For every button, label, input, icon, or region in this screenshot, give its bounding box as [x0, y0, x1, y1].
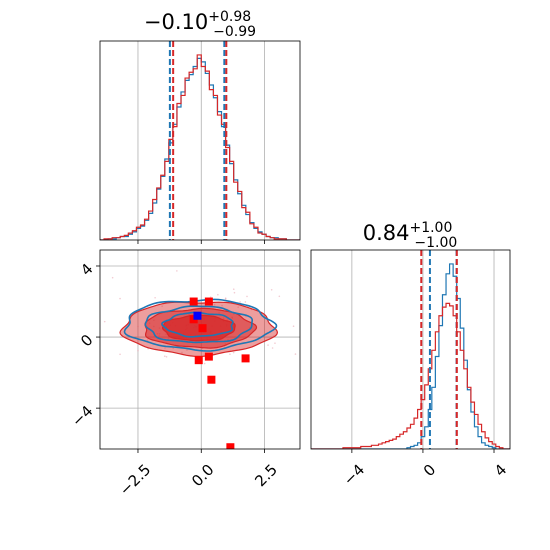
- hist-series-a: [100, 57, 300, 240]
- sample-point: [203, 362, 206, 365]
- red-point-0: [189, 297, 198, 306]
- joint-param-1-param-2: [96, 249, 363, 453]
- x-tick-label-param2-0: −4: [340, 461, 368, 489]
- sample-point: [294, 353, 297, 355]
- hist-series-a: [311, 263, 510, 449]
- y-tick-label-param2-2: −4: [68, 402, 96, 430]
- sample-point: [213, 303, 216, 306]
- x-tick-label-param2-1: 0: [420, 461, 439, 480]
- hist-series-b: [100, 54, 300, 240]
- sample-point: [239, 301, 241, 303]
- hist-param-2: [310, 249, 511, 453]
- sample-point: [154, 296, 156, 299]
- sample-point: [176, 270, 178, 272]
- sample-point: [267, 344, 269, 346]
- sample-point: [232, 351, 235, 354]
- red-point-8: [226, 443, 235, 449]
- y-tick-label-param2-1: 0: [77, 331, 96, 350]
- contour-a-level-2: [161, 311, 234, 338]
- sample-point: [274, 342, 276, 344]
- x-tick-label-param1-1: 0.0: [188, 461, 218, 491]
- y-tick-label-param2-0: 4: [77, 260, 96, 279]
- title-1-main: −0.10: [144, 10, 208, 34]
- tick-labels: −2.5 0.0 2.5 −4 0 4 4 0 −4: [68, 260, 510, 499]
- hist-param-1: [99, 40, 301, 244]
- sample-point: [361, 321, 363, 323]
- hist-param-1-title: −0.10+0.98 −0.99: [144, 9, 256, 40]
- sample-point: [186, 349, 188, 351]
- title-1-sub: −0.99: [213, 24, 256, 40]
- title-1-sup: +0.98: [208, 9, 251, 25]
- sample-point: [217, 293, 219, 296]
- sample-point: [229, 353, 231, 355]
- x-tick-label-param1-0: −2.5: [116, 461, 154, 499]
- red-point-1: [204, 297, 213, 306]
- sample-point: [237, 306, 239, 308]
- sample-point: [278, 295, 281, 298]
- red-point-3: [198, 324, 207, 333]
- hist-param-2-frame: [310, 249, 511, 450]
- sample-point: [224, 297, 227, 299]
- sample-point: [181, 351, 183, 354]
- sample-point: [137, 325, 139, 328]
- truth-point: [193, 311, 202, 320]
- title-2-sup: +1.00: [409, 220, 452, 236]
- sample-point: [301, 304, 303, 306]
- title-2-sub: −1.00: [414, 235, 457, 251]
- sample-point: [233, 291, 236, 294]
- sample-point: [165, 355, 168, 358]
- sample-point: [244, 301, 247, 303]
- red-point-4: [194, 356, 203, 365]
- sample-point: [270, 288, 273, 291]
- title-2-main: 0.84: [363, 221, 410, 245]
- contour-a-level-1: [144, 305, 253, 344]
- sample-point: [292, 325, 295, 327]
- contour-a-level-0: [123, 298, 278, 352]
- x-tick-label-param1-2: 2.5: [251, 461, 281, 491]
- sample-point: [232, 288, 235, 291]
- joint-frame: [99, 249, 301, 450]
- red-point-6: [241, 354, 250, 363]
- sample-point: [119, 353, 121, 356]
- red-point-7: [207, 375, 216, 384]
- hist-series-b: [311, 302, 510, 449]
- sample-point: [271, 347, 274, 349]
- sample-point: [103, 320, 106, 323]
- sample-point: [163, 355, 166, 358]
- sample-point: [246, 295, 248, 298]
- hist-param-1-frame: [99, 40, 301, 241]
- hist-param-2-title: 0.84+1.00 −1.00: [363, 220, 458, 251]
- sample-point: [146, 339, 149, 341]
- sample-point: [111, 276, 114, 279]
- sample-point: [164, 347, 166, 349]
- sample-point: [221, 304, 223, 307]
- sample-point: [137, 349, 139, 352]
- sample-point: [119, 297, 121, 300]
- red-point-5: [204, 352, 213, 361]
- sample-point: [161, 305, 163, 307]
- x-tick-label-param2-2: 4: [491, 461, 510, 480]
